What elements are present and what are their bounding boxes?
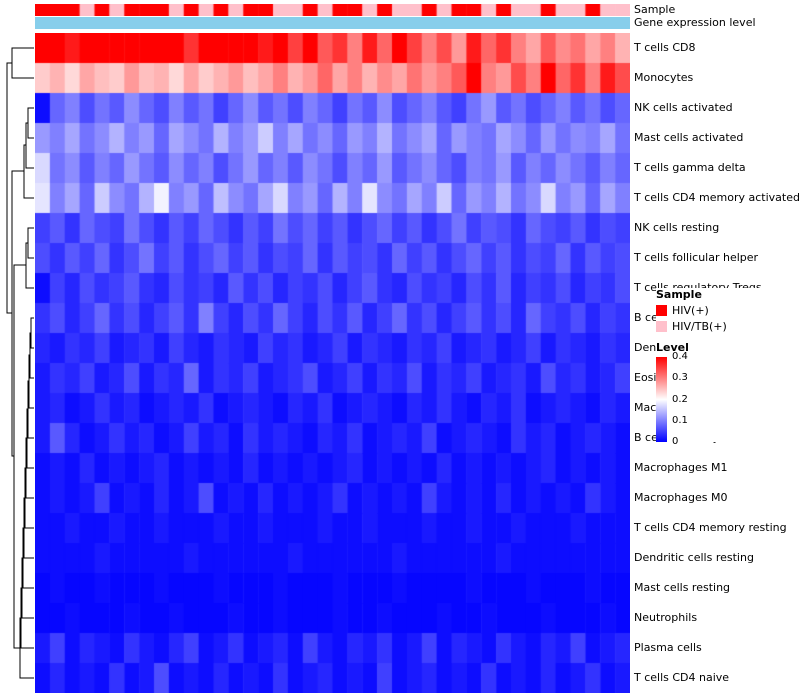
hiv-swatch <box>656 305 667 316</box>
legend: Sample HIV(+) HIV/TB(+) Level 0.4 0.3 0.… <box>656 288 796 447</box>
row-label: T cells follicular helper <box>634 251 759 264</box>
legend-item-hiv: HIV(+) <box>656 304 796 317</box>
row-label: NK cells resting <box>634 221 720 234</box>
row-label: T cells CD4 naive <box>634 671 730 684</box>
row-label: Mast cells activated <box>634 131 744 144</box>
row-label: T cells CD4 memory resting <box>634 521 787 534</box>
row-label: T cells CD4 memory activated <box>634 191 800 204</box>
row-label: Plasma cells <box>634 641 702 654</box>
row-label: Dendritic cells resting <box>634 551 754 564</box>
gene-expression-annotation-label: Gene expression level <box>634 16 756 29</box>
row-label: T cells gamma delta <box>634 161 746 174</box>
row-label: T cells CD8 <box>634 41 696 54</box>
level-color-scale: 0.4 0.3 0.2 0.1 0 <box>656 352 796 447</box>
legend-item-hivtb: HIV/TB(+) <box>656 320 796 333</box>
heatmap-body <box>35 33 630 693</box>
row-label: Macrophages M1 <box>634 461 728 474</box>
row-label: NK cells activated <box>634 101 733 114</box>
gene-expression-annotation-bar <box>35 17 630 29</box>
level-gradient-bar <box>656 357 667 442</box>
row-label: Neutrophils <box>634 611 698 624</box>
hiv-label: HIV(+) <box>672 304 709 317</box>
row-dendrogram <box>6 47 34 679</box>
row-label: Macrophages M0 <box>634 491 728 504</box>
level-tick: 0.2 <box>672 393 688 405</box>
level-ticks: 0.4 0.3 0.2 0.1 0 <box>672 352 688 447</box>
level-tick: 0.4 <box>672 351 688 362</box>
level-legend-title: Level <box>656 341 689 354</box>
hivtb-label: HIV/TB(+) <box>672 320 727 333</box>
level-tick: 0.1 <box>672 414 688 426</box>
hivtb-swatch <box>656 321 667 332</box>
level-tick: 0.3 <box>672 372 688 384</box>
row-label: Mast cells resting <box>634 581 731 594</box>
sample-annotation-label: Sample <box>634 3 676 16</box>
level-tick: 0 <box>672 436 679 447</box>
sample-annotation-bar <box>35 4 630 16</box>
sample-legend-title: Sample <box>656 288 702 301</box>
row-label: Monocytes <box>634 71 694 84</box>
